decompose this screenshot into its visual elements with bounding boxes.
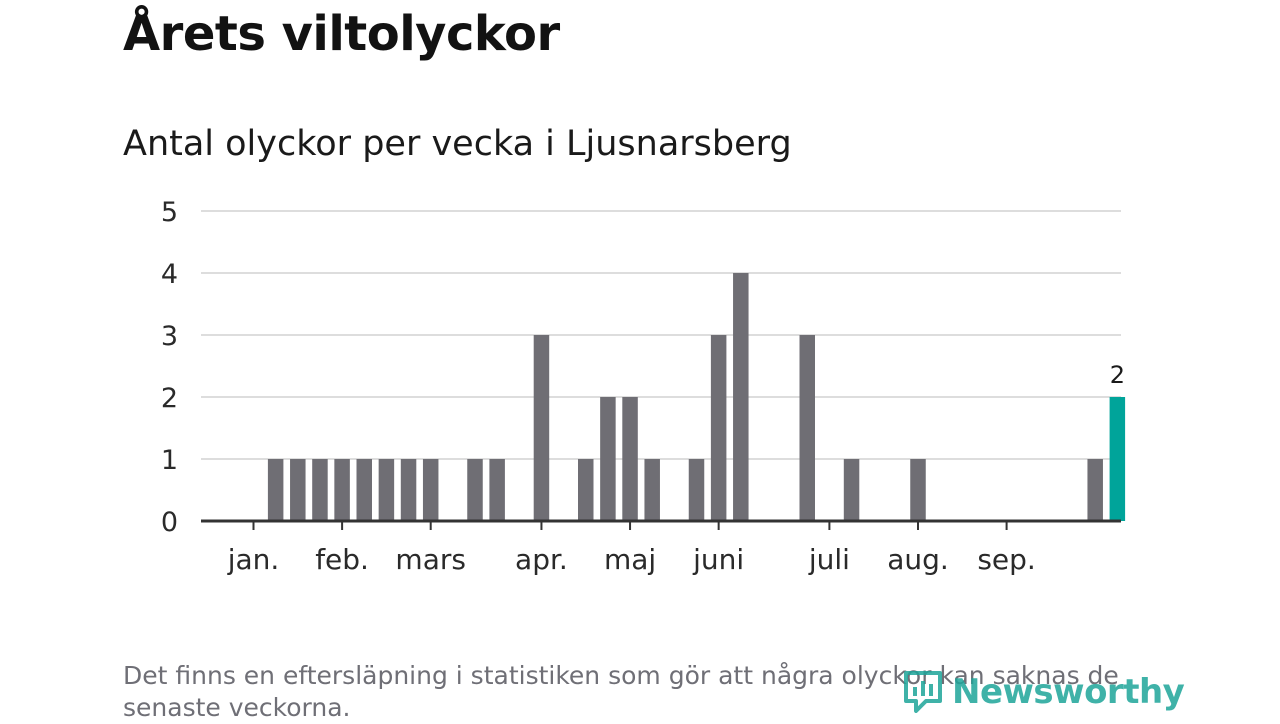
bar [688, 459, 705, 521]
x-tick-label: juli [808, 543, 850, 576]
bars [267, 273, 1126, 521]
bar [644, 459, 660, 521]
y-axis-ticks: 0 1 2 3 4 5 [161, 197, 178, 538]
bar [910, 459, 926, 521]
bar [378, 459, 395, 521]
y-tick-label: 5 [161, 197, 178, 228]
bar [533, 335, 550, 521]
x-tick-label: juni [692, 543, 744, 576]
bar [600, 397, 616, 521]
y-tick-label: 4 [161, 259, 178, 290]
y-tick-label: 3 [161, 321, 178, 352]
bar [733, 273, 749, 521]
newsworthy-brand: Newsworthy [902, 668, 1185, 716]
x-axis: jan. feb. mars apr. maj juni juli aug. sep. [201, 519, 1121, 576]
x-tick-label: feb. [315, 543, 369, 576]
bar [356, 459, 372, 521]
bar [843, 459, 860, 521]
highlight-bar [1109, 397, 1126, 521]
bar [267, 459, 284, 521]
data-labels: 2 [1110, 361, 1125, 389]
bar [1087, 459, 1103, 521]
bar [467, 459, 483, 521]
footnote: Det finns en eftersläpning i statistiken… [123, 661, 1119, 722]
bar [422, 459, 439, 521]
gridlines [201, 210, 1121, 460]
bar [578, 459, 594, 521]
x-tick-label: sep. [977, 543, 1036, 576]
bar [290, 459, 306, 521]
bar-chart: 0 1 2 3 4 5 jan. feb. mars apr. maj juni juli aug. se… [161, 197, 1126, 576]
bar [710, 335, 727, 521]
brand-name: Newsworthy [952, 672, 1185, 712]
chart-subtitle: Antal olyckor per vecka i Ljusnarsberg [123, 124, 792, 164]
bar [799, 335, 815, 521]
bar [400, 459, 417, 521]
chart-title: Årets viltolyckor [123, 6, 560, 62]
newsworthy-logo-icon [904, 671, 942, 713]
x-tick-label: mars [395, 543, 466, 576]
x-tick-label: aug. [887, 543, 949, 576]
highlight-value-label: 2 [1110, 361, 1125, 389]
x-tick-label: apr. [515, 543, 568, 576]
x-tick-label: maj [604, 543, 656, 576]
x-tick-label: jan. [227, 543, 280, 576]
y-tick-label: 2 [161, 383, 178, 414]
bar [312, 459, 328, 521]
y-tick-label: 0 [161, 507, 178, 538]
bar [622, 397, 638, 521]
bar [489, 459, 505, 521]
bar [334, 459, 350, 521]
y-tick-label: 1 [161, 445, 178, 476]
